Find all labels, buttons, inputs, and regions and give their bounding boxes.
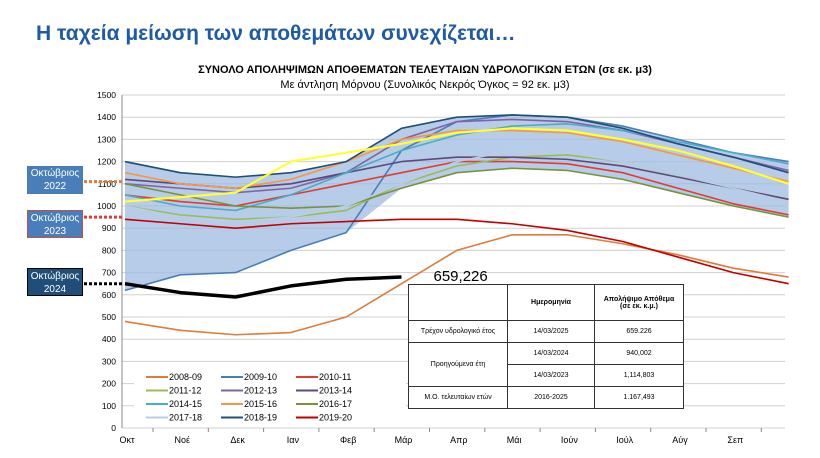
average-label: Μ.Ο. τελευταίων ετών	[408, 386, 508, 409]
y-tick-label: 100	[102, 401, 116, 411]
legend-label: 2017-18	[169, 413, 202, 423]
y-tick-label: 200	[102, 379, 116, 389]
y-tick-label: 700	[102, 268, 116, 278]
prev-value-1: 940,002	[594, 342, 684, 365]
y-tick-label: 1000	[97, 201, 116, 211]
marker-oct-2023: Οκτώβριος 2023	[27, 210, 83, 238]
x-tick-label: Μάι	[507, 435, 522, 445]
prev-value-2: 1,114,803	[594, 364, 684, 387]
legend-box	[134, 368, 406, 426]
average-date: 2016-2025	[507, 386, 595, 409]
series-2014-15	[124, 123, 789, 212]
series-2016-17	[124, 167, 789, 218]
current-label: Τρέχον υδρολογικό έτος	[408, 320, 508, 343]
series-current	[124, 275, 402, 299]
chart-title: ΣΥΝΟΛΟ ΑΠΟΛΗΨΙΜΩΝ ΑΠΟΘΕΜΑΤΩΝ ΤΕΛΕΥΤΑΙΩΝ …	[198, 64, 652, 76]
x-tick-label: Φεβ	[340, 435, 356, 445]
y-tick-label: 500	[102, 312, 116, 322]
headline: Η ταχεία μείωση των αποθεμάτων συνεχίζετ…	[36, 22, 516, 45]
header-date: Ημερομηνία	[507, 284, 595, 321]
summary-table: Ημερομηνία Απολήψιμο Απόθεμα (σε εκ. κ.μ.…	[408, 284, 684, 409]
series-2019-20	[124, 218, 789, 285]
x-tick-label: Νοέ	[175, 435, 191, 445]
y-tick-label: 1100	[98, 179, 117, 189]
y-tick-label: 1400	[97, 112, 116, 122]
legend-label: 2011-12	[169, 386, 201, 396]
y-tick-label: 900	[102, 223, 116, 233]
legend-label: 2014-15	[169, 399, 202, 409]
current-date: 14/03/2025	[507, 320, 595, 343]
legend-label: 2015-16	[244, 399, 277, 409]
x-tick-label: Αύγ	[672, 435, 688, 445]
legend-label: 2012-13	[244, 386, 277, 396]
x-tick-label: Μάρ	[395, 435, 413, 445]
y-tick-label: 300	[102, 356, 116, 366]
y-tick-label: 800	[102, 245, 116, 255]
x-tick-label: Οκτ	[119, 435, 135, 445]
marker-oct-2022: Οκτώβριος 2022	[27, 166, 83, 194]
y-tick-label: 1300	[97, 134, 116, 144]
legend-label: 2019-20	[319, 413, 352, 423]
x-tick-label: Σεπ	[727, 435, 743, 445]
legend-label: 2018-19	[244, 413, 277, 423]
x-tick-label: Ιούλ	[616, 435, 633, 445]
legend-label: 2016-17	[319, 399, 352, 409]
previous-label: Προηγούμενα έτη	[408, 342, 508, 387]
prev-date-2: 14/03/2023	[507, 364, 595, 387]
legend-label: 2010-11	[319, 372, 351, 382]
chart-subtitle: Με άντληση Μόρνου (Συνολικός Νεκρός Όγκο…	[280, 79, 570, 91]
legend-label: 2013-14	[319, 386, 352, 396]
series-2015-16	[124, 129, 789, 190]
current-value: 659.226	[594, 320, 684, 343]
x-tick-label: Ιαν	[287, 435, 300, 445]
prev-date-1: 14/03/2024	[507, 342, 595, 365]
y-tick-label: 600	[102, 290, 116, 300]
marker-oct-2024: Οκτώβριος 2024	[27, 268, 83, 296]
series-2008-09	[124, 234, 789, 336]
y-tick-label: 1500	[97, 90, 116, 100]
y-tick-label: 400	[102, 334, 116, 344]
x-tick-label: Ιούν	[561, 435, 578, 445]
series-2018-19	[124, 114, 789, 178]
legend-label: 2009-10	[244, 372, 277, 382]
header-empty	[408, 284, 508, 321]
x-tick-label: Απρ	[450, 435, 467, 445]
series-yellow	[124, 127, 789, 203]
series-2017-18	[124, 149, 789, 223]
envelope-band	[125, 114, 789, 291]
current-value-label: 659,226	[434, 268, 488, 285]
y-tick-label: 1200	[97, 157, 116, 167]
x-tick-label: Δεκ	[230, 435, 245, 445]
average-value: 1.167,493	[594, 386, 684, 409]
legend-label: 2008-09	[169, 372, 202, 382]
header-value: Απολήψιμο Απόθεμα (σε εκ. κ.μ.)	[594, 284, 684, 321]
y-tick-label: 0	[111, 423, 116, 433]
